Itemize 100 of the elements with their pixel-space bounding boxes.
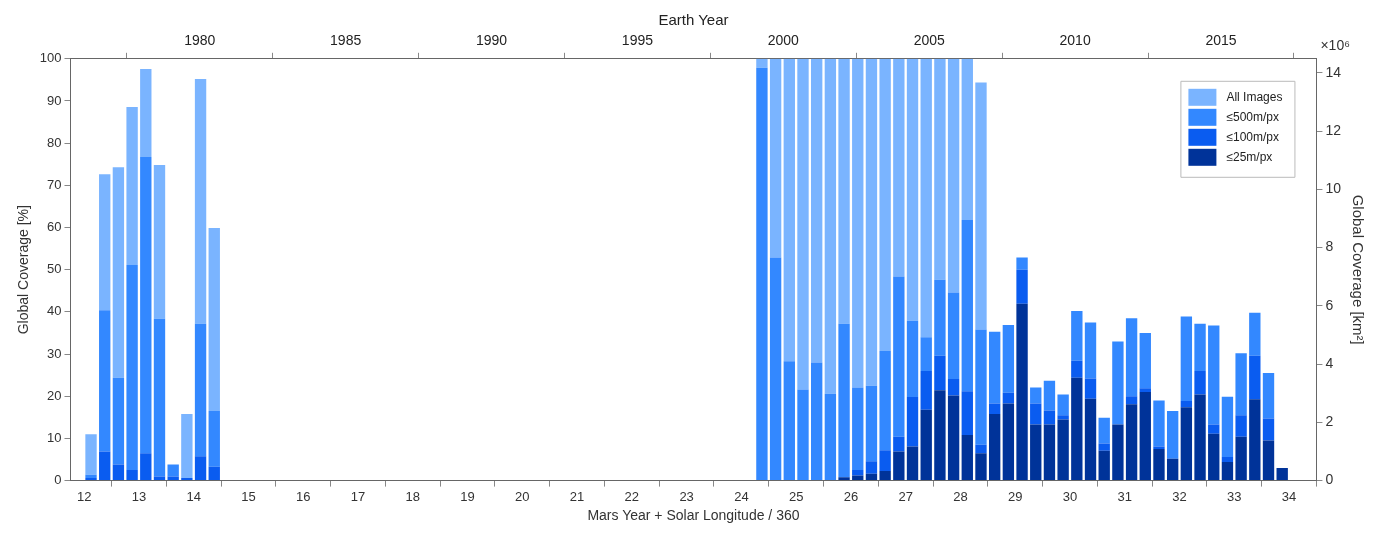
bar xyxy=(167,476,179,481)
bar xyxy=(852,58,864,388)
bar xyxy=(208,227,220,411)
bar xyxy=(947,292,960,379)
bar xyxy=(1112,424,1124,481)
bar xyxy=(893,58,905,277)
bar xyxy=(1043,424,1056,481)
bar xyxy=(1016,257,1028,270)
bar xyxy=(153,165,166,319)
y-tick-label: 100 xyxy=(39,50,62,66)
bar xyxy=(1180,316,1193,401)
x-axis-title: Mars Year + Solar Longitude / 360 xyxy=(587,507,800,524)
bar xyxy=(1262,440,1275,481)
bar xyxy=(1208,325,1220,425)
bar xyxy=(1098,443,1110,451)
bar xyxy=(112,464,125,481)
bar xyxy=(988,413,1001,481)
bar xyxy=(1098,417,1110,444)
x-tick-label: 18 xyxy=(405,488,421,504)
bar xyxy=(961,219,973,392)
bar xyxy=(934,390,946,481)
bar xyxy=(1194,370,1206,395)
x-tick-label: 15 xyxy=(241,488,256,504)
bar xyxy=(865,473,878,481)
bar xyxy=(756,67,768,481)
bar xyxy=(893,276,905,437)
y-tick-label: 40 xyxy=(47,303,62,319)
bar xyxy=(99,310,111,452)
bar xyxy=(112,167,125,378)
bar xyxy=(181,478,193,481)
bar xyxy=(1249,312,1261,356)
bar xyxy=(1194,394,1206,481)
bar xyxy=(1084,322,1097,379)
bar xyxy=(99,174,111,311)
bar xyxy=(126,265,138,471)
bar xyxy=(852,470,864,476)
y-axis-title: Global Coverage [%] xyxy=(15,205,32,335)
bar xyxy=(85,474,97,479)
x2-tick-label: 2000 xyxy=(767,32,800,49)
bar xyxy=(1249,355,1261,400)
bar xyxy=(1180,400,1193,408)
bar xyxy=(1235,353,1247,416)
y-tick-label: 30 xyxy=(47,345,62,361)
bar xyxy=(906,320,919,398)
bar xyxy=(975,329,987,445)
bar xyxy=(961,435,973,481)
bar xyxy=(194,323,207,457)
bar xyxy=(153,476,166,481)
x-tick-label: 27 xyxy=(898,488,913,504)
bar xyxy=(1057,415,1069,420)
y-tick-label: 60 xyxy=(47,219,62,235)
x-tick-label: 16 xyxy=(296,488,311,504)
bar xyxy=(811,362,823,481)
bar xyxy=(1084,398,1097,481)
bar xyxy=(797,58,809,390)
bar xyxy=(1139,332,1151,389)
bar xyxy=(920,58,932,338)
x-tick-label: 14 xyxy=(186,488,201,504)
x-tick-label: 26 xyxy=(843,488,859,504)
bar xyxy=(1084,378,1097,399)
legend-label: ≤25m/px xyxy=(1226,149,1273,164)
x-tick-label: 20 xyxy=(515,488,530,504)
bar xyxy=(1002,403,1015,481)
bar xyxy=(1057,419,1069,481)
bar xyxy=(934,279,946,356)
bar xyxy=(783,361,795,481)
bar xyxy=(1030,403,1042,425)
bar xyxy=(756,58,768,68)
bar xyxy=(975,82,987,330)
x-tick-label: 32 xyxy=(1172,488,1187,504)
bar xyxy=(893,451,905,481)
bar xyxy=(1208,433,1220,481)
bar xyxy=(1071,360,1083,378)
bar xyxy=(852,387,864,471)
bar xyxy=(1153,400,1165,447)
bar xyxy=(769,58,782,258)
bar xyxy=(1071,377,1083,481)
bar xyxy=(1139,388,1151,393)
y-tick-label: 50 xyxy=(47,261,62,277)
bar xyxy=(1030,387,1042,404)
bar xyxy=(906,58,919,321)
bar xyxy=(838,323,850,478)
bar xyxy=(824,58,837,394)
bar xyxy=(1016,303,1028,481)
bar xyxy=(1030,424,1042,481)
bar xyxy=(1016,269,1028,304)
bar xyxy=(906,446,919,481)
x2-axis-title: Earth Year xyxy=(658,11,729,29)
bar xyxy=(975,444,987,454)
y2-tick-label: 2 xyxy=(1325,413,1334,430)
bar xyxy=(811,58,823,363)
bar xyxy=(1002,392,1015,404)
bar xyxy=(140,157,152,454)
bar xyxy=(961,391,973,436)
bar xyxy=(879,351,891,451)
bar xyxy=(1125,396,1138,405)
bar xyxy=(783,58,795,362)
bar xyxy=(865,461,878,474)
bar xyxy=(838,477,850,481)
bar xyxy=(1098,450,1110,481)
